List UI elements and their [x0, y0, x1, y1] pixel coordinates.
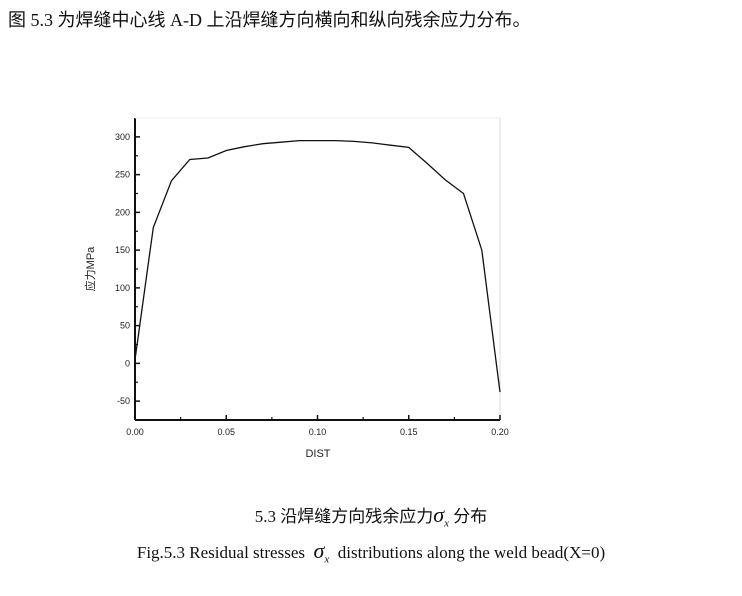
figure-caption-cn: 5.3 沿焊缝方向残余应力σx 分布: [0, 502, 742, 529]
y-tick-label: 300: [115, 132, 130, 142]
y-tick-label: 100: [115, 283, 130, 293]
body-text: 图 5.3 为焊缝中心线 A-D 上沿焊缝方向横向和纵向残余应力分布。: [8, 10, 531, 30]
ticks: 0.00 0.05 0.10 0.15 0.20 -50 0 50 100 150 200 250 30…: [115, 132, 509, 437]
y-tick-label: -50: [117, 396, 130, 406]
subscript: x: [324, 553, 330, 566]
x-tick-label: 0.05: [217, 427, 235, 437]
x-tick-label: 0.20: [491, 427, 509, 437]
axes: [134, 117, 501, 421]
subscript: x: [444, 517, 449, 530]
x-tick-label: 0.10: [309, 427, 327, 437]
caption-en-text: Fig.5.3 Residual stresses: [136, 543, 310, 562]
caption-cn-text: 5.3 沿焊缝方向残余应力: [254, 507, 434, 526]
y-tick-label: 150: [115, 245, 130, 255]
x-axis-label: DIST: [305, 448, 330, 460]
y-axis-label: 应力MPa: [83, 246, 97, 291]
y-tick-label: 200: [115, 207, 130, 217]
y-tick-label: 50: [120, 321, 130, 331]
y-tick-label: 0: [125, 358, 130, 368]
caption-en-suffix: distributions along the weld bead(X=0): [333, 543, 606, 562]
y-tick-label: 250: [115, 170, 130, 180]
series-line: [134, 139, 501, 393]
x-tick-label: 0.15: [400, 427, 418, 437]
x-tick-label: 0.00: [126, 427, 144, 437]
figure-caption-en: Fig.5.3 Residual stresses σx distributio…: [0, 538, 742, 565]
sigma-symbol: σ: [433, 502, 445, 527]
sigma-symbol: σ: [313, 538, 325, 563]
caption-cn-suffix: 分布: [449, 507, 488, 526]
